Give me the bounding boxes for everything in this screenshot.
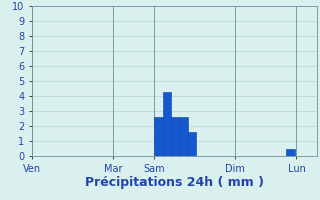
Bar [171, 117, 180, 156]
Bar [154, 117, 163, 156]
Bar [286, 148, 295, 156]
Bar [163, 92, 171, 156]
Bar [188, 132, 196, 156]
Bar [180, 117, 188, 156]
X-axis label: Précipitations 24h ( mm ): Précipitations 24h ( mm ) [85, 176, 264, 189]
